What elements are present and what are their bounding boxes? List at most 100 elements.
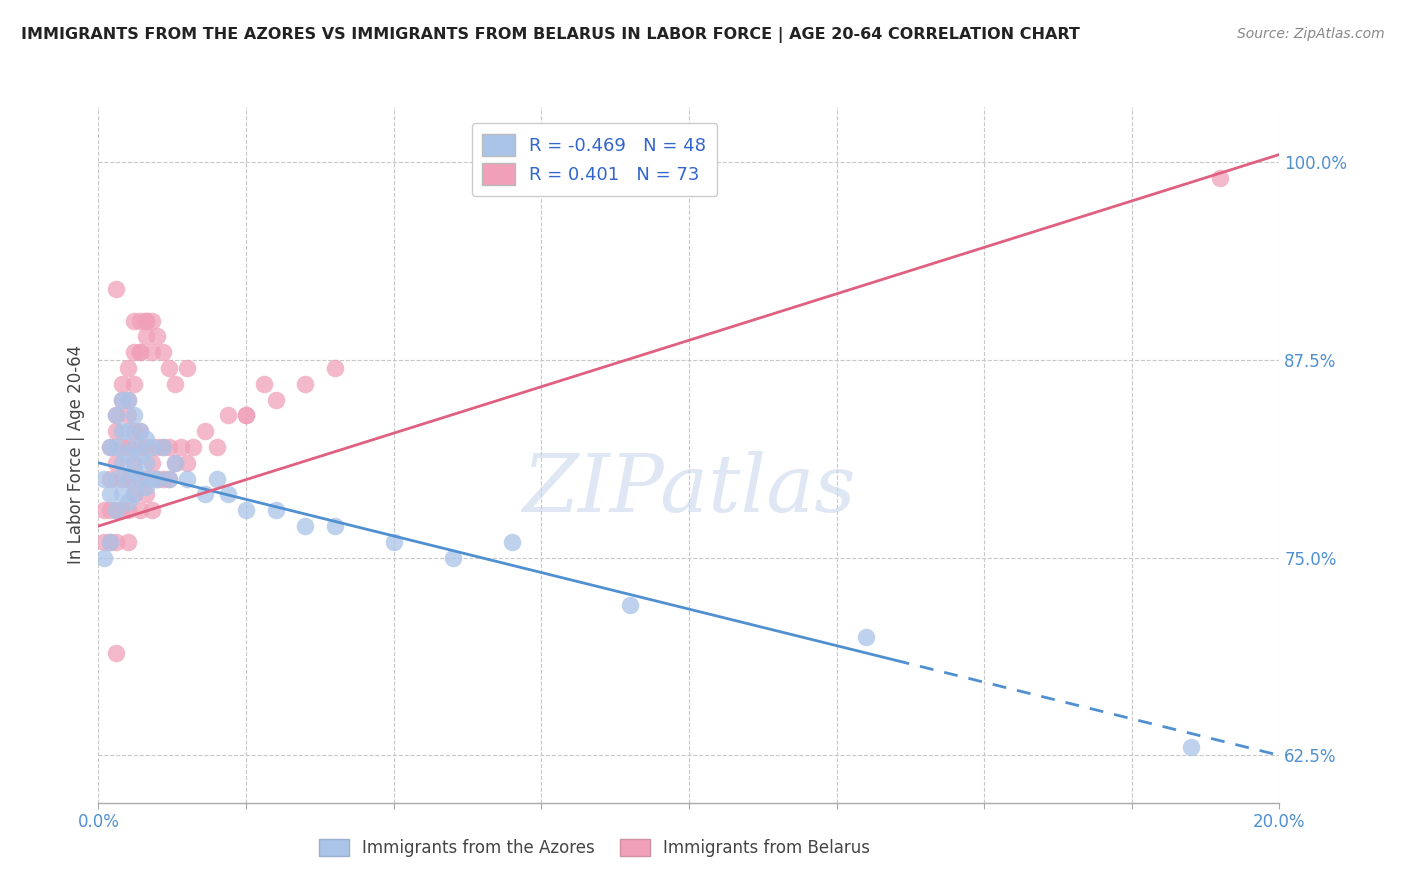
Point	[128, 472, 150, 486]
Point	[98, 440, 121, 454]
Point	[128, 345, 150, 359]
Y-axis label: In Labor Force | Age 20-64: In Labor Force | Age 20-64	[66, 345, 84, 565]
Point	[122, 440, 145, 454]
Point	[152, 472, 174, 486]
Point	[98, 503, 121, 517]
Point	[135, 487, 157, 501]
Point	[122, 376, 145, 391]
Point	[294, 519, 316, 533]
Point	[122, 487, 145, 501]
Point	[122, 424, 145, 438]
Point	[152, 345, 174, 359]
Point	[98, 472, 121, 486]
Point	[176, 472, 198, 486]
Point	[264, 503, 287, 517]
Point	[157, 440, 180, 454]
Point	[235, 409, 257, 423]
Point	[382, 534, 405, 549]
Point	[146, 329, 169, 343]
Point	[117, 440, 139, 454]
Point	[122, 345, 145, 359]
Point	[205, 440, 228, 454]
Point	[157, 472, 180, 486]
Point	[122, 464, 145, 478]
Point	[93, 472, 115, 486]
Point	[117, 472, 139, 486]
Point	[105, 440, 128, 454]
Point	[128, 424, 150, 438]
Point	[111, 472, 134, 486]
Point	[217, 409, 239, 423]
Point	[157, 360, 180, 375]
Point	[135, 479, 157, 493]
Point	[117, 360, 139, 375]
Point	[217, 487, 239, 501]
Point	[152, 440, 174, 454]
Point	[105, 503, 128, 517]
Point	[176, 456, 198, 470]
Point	[135, 432, 157, 446]
Text: IMMIGRANTS FROM THE AZORES VS IMMIGRANTS FROM BELARUS IN LABOR FORCE | AGE 20-64: IMMIGRANTS FROM THE AZORES VS IMMIGRANTS…	[21, 27, 1080, 43]
Point	[135, 313, 157, 327]
Point	[855, 630, 877, 644]
Point	[253, 376, 276, 391]
Point	[117, 392, 139, 407]
Point	[501, 534, 523, 549]
Point	[135, 472, 157, 486]
Point	[117, 472, 139, 486]
Point	[105, 472, 128, 486]
Point	[157, 472, 180, 486]
Text: ZIPatlas: ZIPatlas	[522, 451, 856, 528]
Point	[165, 456, 187, 470]
Point	[105, 409, 128, 423]
Point	[194, 487, 217, 501]
Point	[93, 534, 115, 549]
Point	[122, 409, 145, 423]
Text: Source: ZipAtlas.com: Source: ZipAtlas.com	[1237, 27, 1385, 41]
Point	[117, 424, 139, 438]
Point	[105, 409, 128, 423]
Point	[122, 487, 145, 501]
Point	[117, 503, 139, 517]
Point	[323, 519, 346, 533]
Point	[194, 424, 217, 438]
Point	[170, 440, 193, 454]
Point	[105, 424, 128, 438]
Point	[205, 472, 228, 486]
Point	[141, 345, 163, 359]
Point	[1209, 171, 1232, 186]
Point	[128, 345, 150, 359]
Point	[93, 503, 115, 517]
Point	[105, 282, 128, 296]
Point	[152, 440, 174, 454]
Point	[98, 440, 121, 454]
Point	[135, 329, 157, 343]
Point	[135, 313, 157, 327]
Point	[181, 440, 204, 454]
Point	[98, 534, 121, 549]
Point	[122, 313, 145, 327]
Point	[111, 487, 134, 501]
Point	[128, 448, 150, 462]
Point	[128, 472, 150, 486]
Point	[135, 440, 157, 454]
Point	[117, 392, 139, 407]
Point	[105, 534, 128, 549]
Point	[235, 409, 257, 423]
Point	[105, 456, 128, 470]
Point	[235, 503, 257, 517]
Point	[176, 360, 198, 375]
Point	[141, 456, 163, 470]
Point	[128, 440, 150, 454]
Point	[264, 392, 287, 407]
Point	[294, 376, 316, 391]
Point	[165, 376, 187, 391]
Point	[105, 646, 128, 660]
Point	[323, 360, 346, 375]
Point	[141, 313, 163, 327]
Point	[146, 440, 169, 454]
Point	[441, 550, 464, 565]
Point	[128, 503, 150, 517]
Legend: Immigrants from the Azores, Immigrants from Belarus: Immigrants from the Azores, Immigrants f…	[312, 832, 877, 864]
Point	[117, 409, 139, 423]
